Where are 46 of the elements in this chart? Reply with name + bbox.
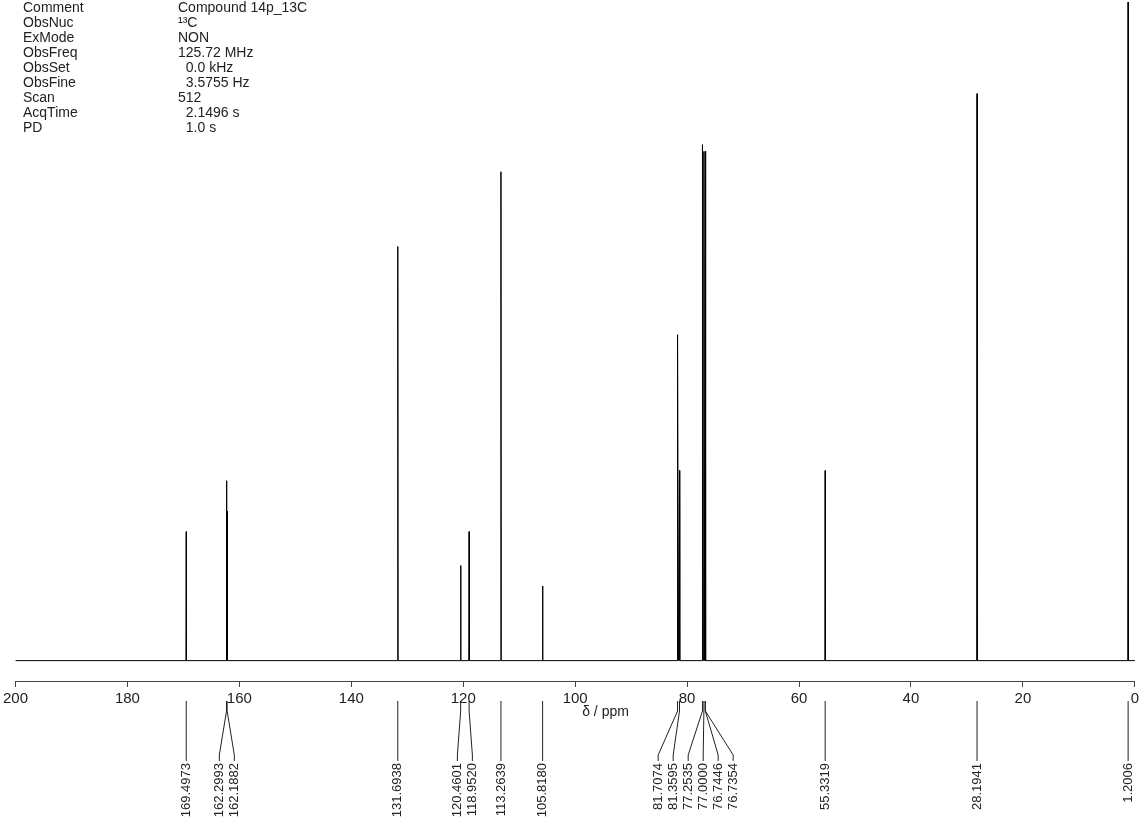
annotation: 120.4601: [448, 763, 464, 818]
annotation: PD: [23, 119, 43, 135]
annotation: 1.2006: [1119, 763, 1135, 803]
annotation: 162.1882: [225, 763, 241, 818]
annotation: 1.0 s: [184, 119, 218, 135]
x-tick-label: 40: [902, 689, 920, 707]
annotation: Scan: [23, 89, 56, 105]
x-tick-label: 140: [338, 689, 364, 707]
annotation: 2.1496 s: [184, 104, 241, 120]
x-tick-label: 0: [1130, 689, 1139, 707]
annotation: 105.8180: [534, 763, 550, 818]
annotation: 113.2639: [492, 763, 508, 817]
annotation: 81.7074: [649, 763, 665, 810]
annotation: 125.72 MHz: [178, 44, 255, 60]
x-tick-label: 60: [790, 689, 808, 707]
annotation: ObsNuc: [23, 14, 75, 30]
annotation: 118.9520: [463, 763, 479, 817]
x-tick-label: 120: [450, 689, 476, 707]
annotation: ObsFine: [23, 74, 77, 90]
annotation: 162.2993: [210, 763, 226, 818]
annotation: Comment: [23, 0, 85, 15]
annotation: ObsFreq: [23, 44, 79, 60]
annotation: 0.0 kHz: [184, 59, 235, 75]
annotation: 55.3319: [816, 763, 832, 810]
annotation: 131.6938: [389, 763, 405, 818]
x-tick-label: 180: [114, 689, 140, 707]
annotation: 512: [178, 89, 203, 105]
x-tick-label: 200: [3, 689, 29, 707]
annotation: ObsSet: [23, 59, 70, 75]
annotation: 81.3595: [664, 763, 680, 810]
annotation: 76.7354: [724, 763, 740, 810]
annotation: AcqTime: [23, 104, 79, 120]
annotation: 77.0000: [694, 763, 710, 810]
annotation: NON: [178, 29, 211, 45]
annotation: 28.1941: [968, 763, 984, 810]
x-tick-label: 80: [678, 689, 696, 707]
annotation: 3.5755 Hz: [184, 74, 251, 90]
x-tick-label: 20: [1014, 689, 1032, 707]
annotation: 76.7446: [709, 763, 725, 810]
annotation: ¹³C: [178, 14, 198, 30]
annotation: Compound 14p_13C: [178, 0, 308, 15]
annotation: 169.4973: [177, 763, 193, 818]
annotation: 77.2535: [679, 763, 695, 810]
x-axis-title: δ / ppm: [582, 702, 629, 719]
x-tick-label: 160: [226, 689, 252, 707]
annotation: ExMode: [23, 29, 76, 45]
